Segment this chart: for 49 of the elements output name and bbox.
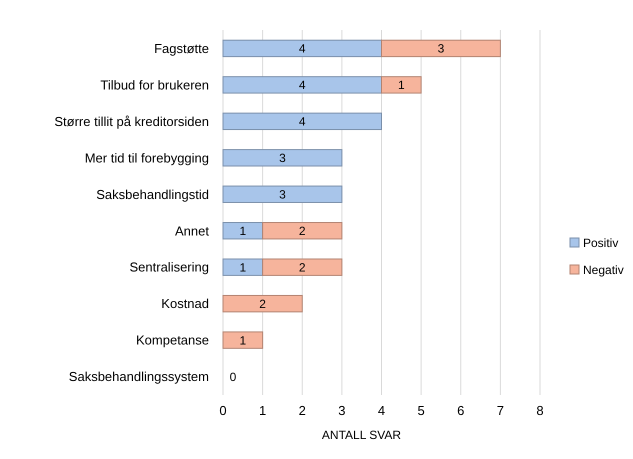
legend-label: Positiv: [583, 236, 618, 250]
data-label: 4: [298, 78, 306, 92]
x-tick-label: 7: [496, 403, 504, 418]
y-tick-label: Tilbud for brukeren: [100, 77, 209, 92]
data-label: 3: [279, 151, 286, 166]
bar: [262, 258, 342, 276]
data-label: 4: [298, 42, 306, 56]
bar: [222, 331, 264, 349]
data-label: 2: [298, 224, 306, 238]
y-tick-label: Kostnad: [161, 296, 209, 312]
x-tick-label: 0: [219, 403, 227, 418]
bar: [381, 76, 422, 94]
bar: [222, 294, 303, 312]
y-tick-label: Sentralisering: [130, 260, 209, 275]
bar: [222, 258, 264, 276]
x-tick-label: 3: [338, 403, 346, 418]
data-label: 1: [398, 78, 405, 92]
y-tick-label: Saksbehandlingssystem: [68, 369, 209, 384]
data-label: 1: [239, 224, 246, 238]
bar: [222, 40, 382, 58]
bar: [222, 222, 264, 240]
y-tick-label: Kompetanse: [136, 332, 209, 348]
y-tick-label: Mer tid til forebygging: [84, 150, 209, 166]
bar: [262, 222, 342, 240]
x-tick-label: 8: [536, 403, 544, 418]
data-label: 2: [259, 296, 266, 311]
y-tick-label: Annet: [175, 223, 210, 238]
x-tick-label: 2: [298, 403, 306, 418]
data-label: 3: [438, 42, 445, 56]
data-label: 1: [239, 260, 246, 274]
data-label: 3: [279, 187, 286, 202]
y-tick-label: Saksbehandlingstid: [96, 186, 209, 202]
bar: [222, 186, 342, 203]
x-tick-label: 5: [418, 403, 425, 418]
bar: [222, 112, 382, 130]
bar: [381, 40, 501, 58]
x-tick-label: 1: [259, 403, 266, 418]
x-tick-label: 6: [457, 403, 464, 418]
x-axis-title: ANTALL SVAR: [322, 428, 402, 442]
legend-label: Negativ: [583, 263, 624, 278]
data-label: 1: [239, 333, 246, 348]
bar: [222, 149, 342, 167]
data-label: 2: [298, 260, 306, 274]
bar: [222, 76, 382, 94]
y-tick-label: Større tillit på kreditorsiden: [54, 114, 209, 129]
x-tick-label: 4: [378, 403, 386, 418]
y-tick-label: Fagstøtte: [154, 40, 209, 56]
data-label: 0: [230, 370, 237, 384]
data-label: 4: [298, 114, 306, 129]
